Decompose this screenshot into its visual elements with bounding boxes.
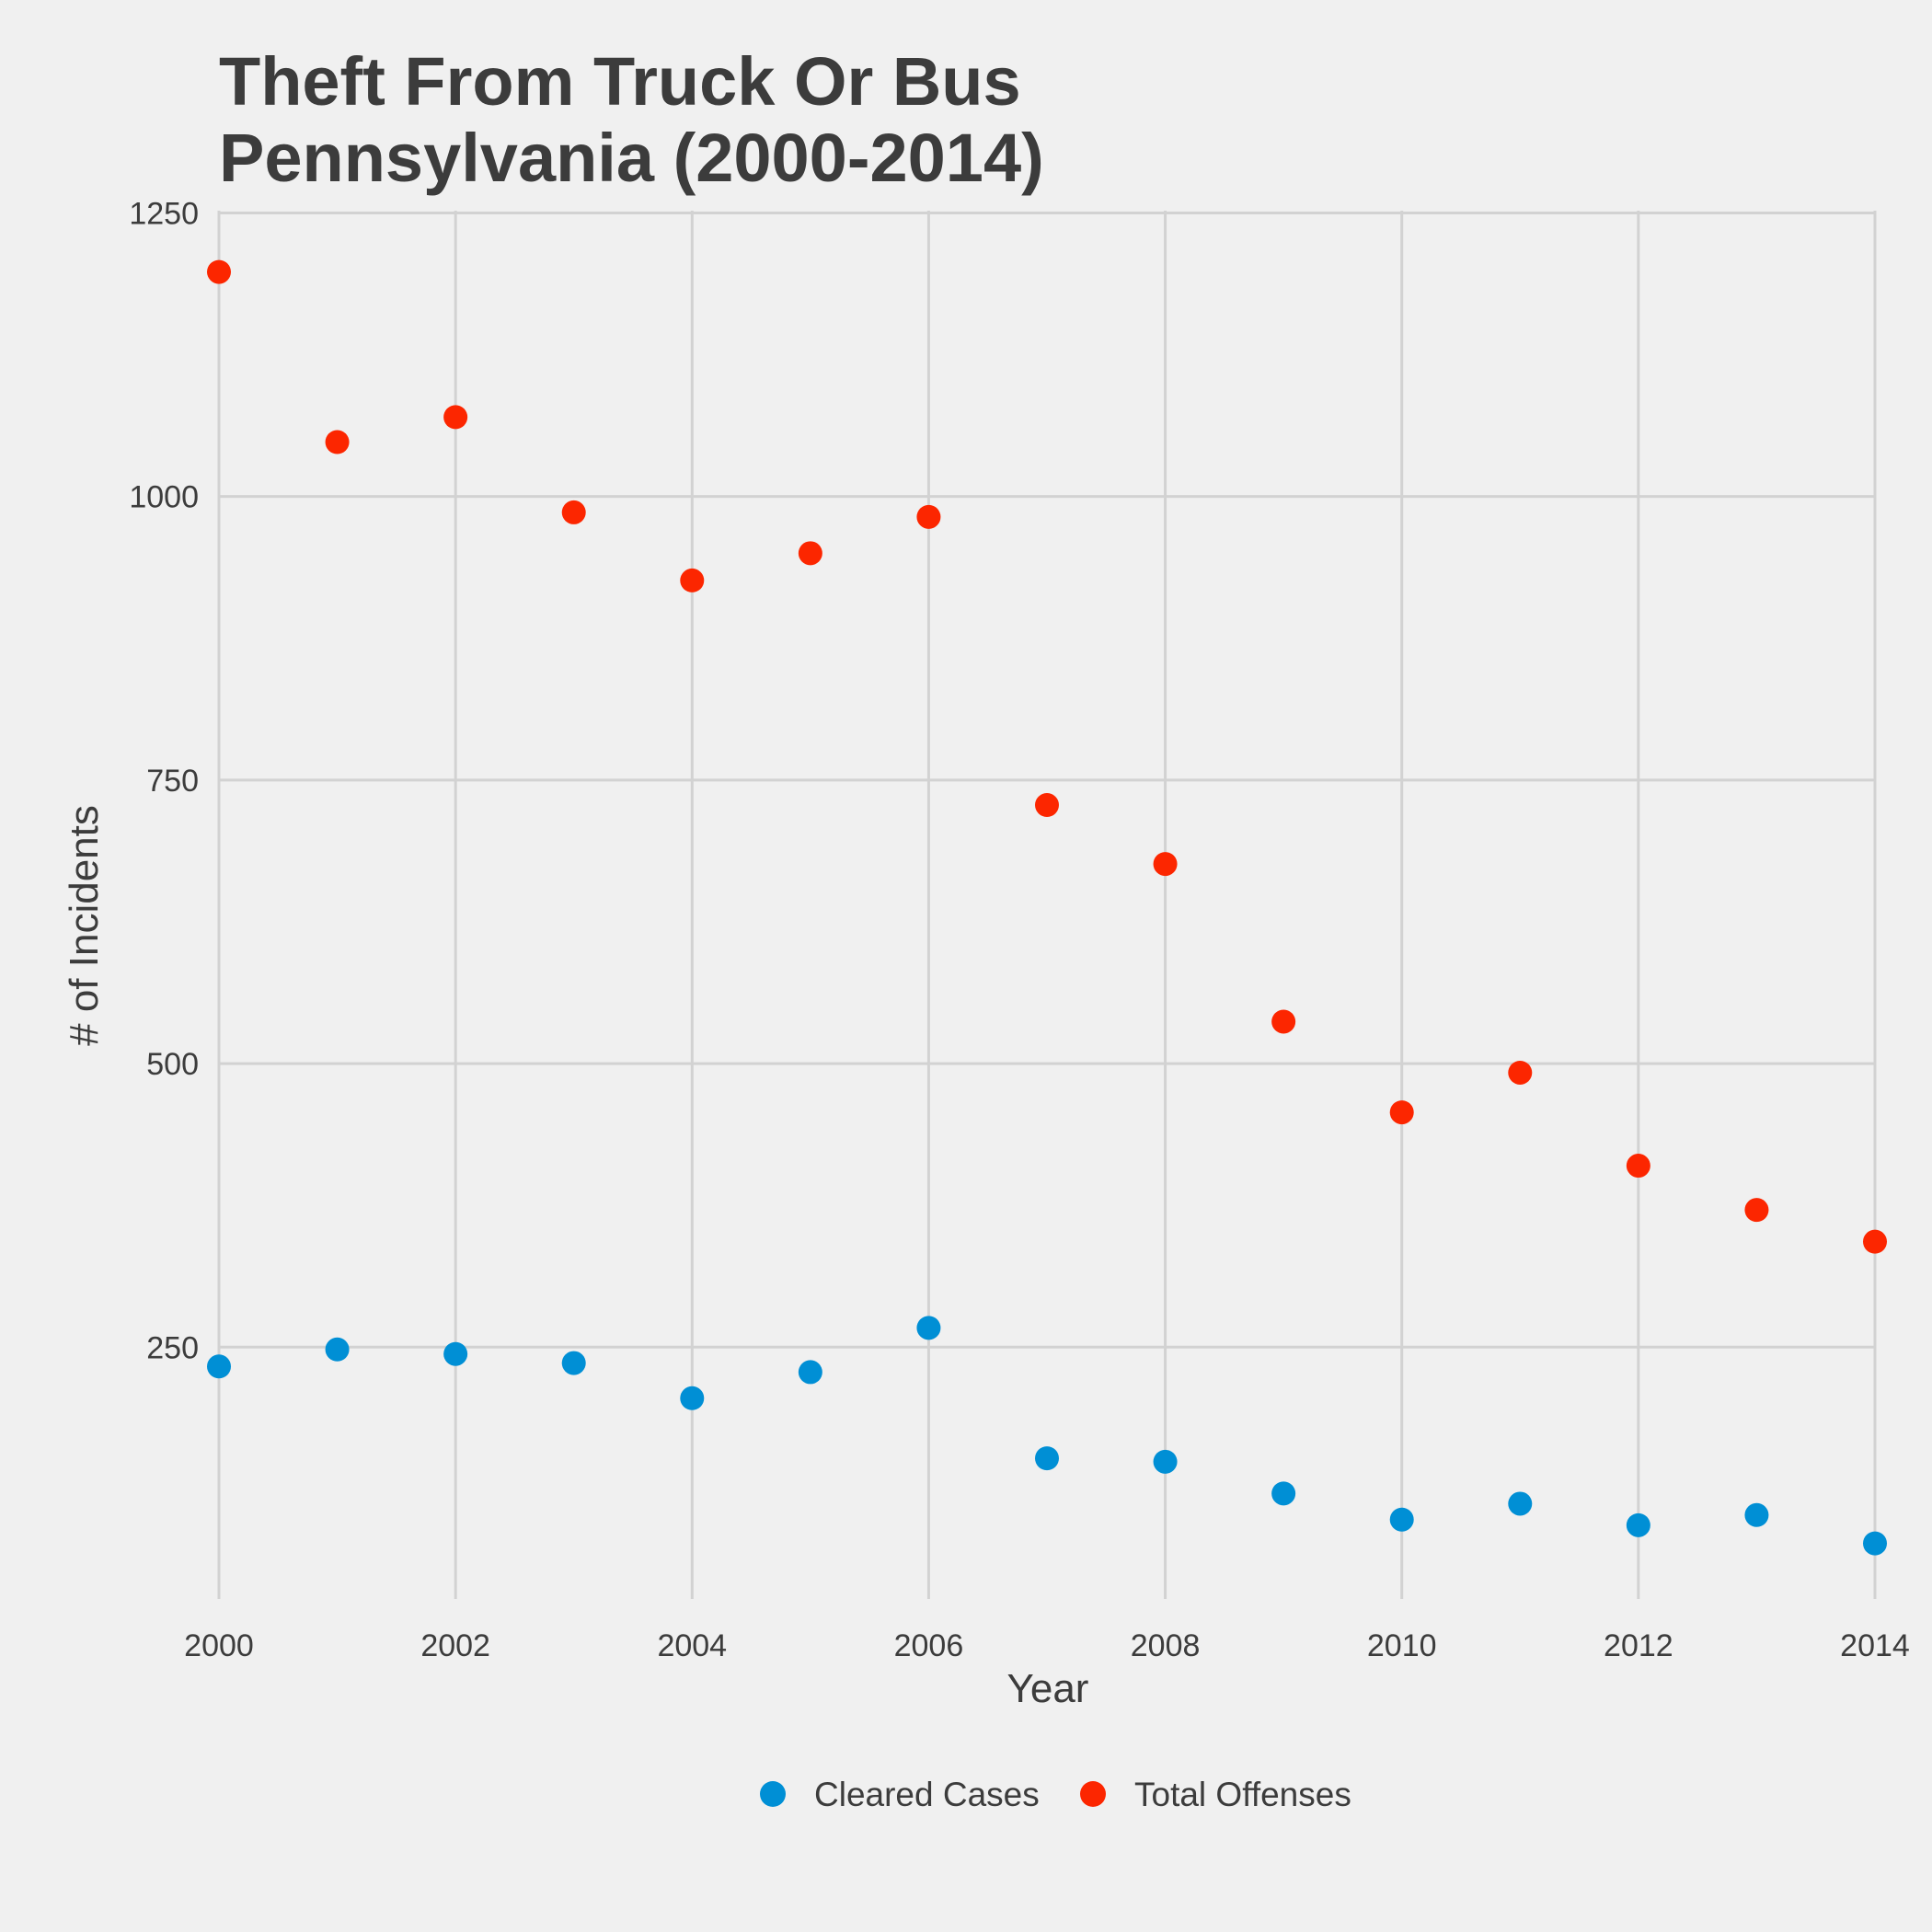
legend-swatch-total-offenses [1080,1781,1106,1807]
x-tick-label: 2004 [657,1628,727,1663]
total-offenses-point [1153,852,1178,877]
cleared-cases-point [1389,1507,1414,1532]
x-tick-label: 2014 [1840,1628,1910,1663]
cleared-cases-point [1153,1449,1178,1474]
total-offenses-point [207,259,231,284]
legend-swatch-cleared-cases [760,1781,786,1807]
total-offenses-point [1863,1229,1887,1254]
cleared-cases-point [798,1360,822,1385]
cleared-cases-point [1508,1491,1533,1516]
total-offenses-point [1389,1100,1414,1125]
cleared-cases-point [1626,1512,1650,1537]
legend-label-cleared-cases: Cleared Cases [814,1776,1040,1813]
tick-labels: 250 500 750 1000 1250 2000 2002 2004 2006 2008 201… [129,196,1909,1663]
cleared-cases-point [1271,1481,1296,1506]
legend-label-total-offenses: Total Offenses [1134,1776,1351,1813]
legend: Cleared Cases Total Offenses [760,1776,1351,1813]
chart-title-line-2: Pennsylvania (2000-2014) [219,120,1044,196]
total-offenses-point [1035,793,1059,818]
cleared-cases-point [561,1351,586,1375]
y-tick-label: 500 [146,1047,199,1082]
total-offenses-point [561,500,586,524]
total-offenses-point [680,568,705,592]
total-offenses-point [916,504,941,529]
cleared-cases-point [1744,1502,1769,1527]
x-tick-label: 2006 [894,1628,964,1663]
grid-lines [217,211,1877,1599]
cleared-cases-point [443,1341,468,1366]
x-tick-label: 2002 [420,1628,490,1663]
total-offenses-point [1744,1198,1769,1223]
cleared-cases-point [680,1386,705,1410]
y-axis-title: # of Incidents [62,805,107,1046]
x-tick-label: 2000 [184,1628,254,1663]
total-offenses-point [1271,1009,1296,1034]
chart-title-line-1: Theft From Truck Or Bus [219,43,1021,120]
cleared-cases-point [1035,1446,1059,1471]
x-tick-label: 2010 [1367,1628,1437,1663]
total-offenses-point [443,405,468,430]
x-axis-title: Year [1007,1666,1089,1711]
x-tick-label: 2012 [1604,1628,1673,1663]
y-tick-label: 750 [146,764,199,799]
total-offenses-point [798,541,822,566]
data-points [207,259,1887,1556]
cleared-cases-point [325,1337,350,1362]
y-tick-label: 1250 [129,196,199,231]
total-offenses-point [1626,1154,1650,1179]
x-tick-label: 2008 [1131,1628,1201,1663]
y-tick-label: 250 [146,1330,199,1365]
cleared-cases-point [916,1316,941,1340]
total-offenses-point [325,430,350,454]
total-offenses-point [1508,1060,1533,1085]
cleared-cases-point [1863,1531,1887,1556]
cleared-cases-point [207,1354,231,1379]
y-tick-label: 1000 [129,480,199,515]
